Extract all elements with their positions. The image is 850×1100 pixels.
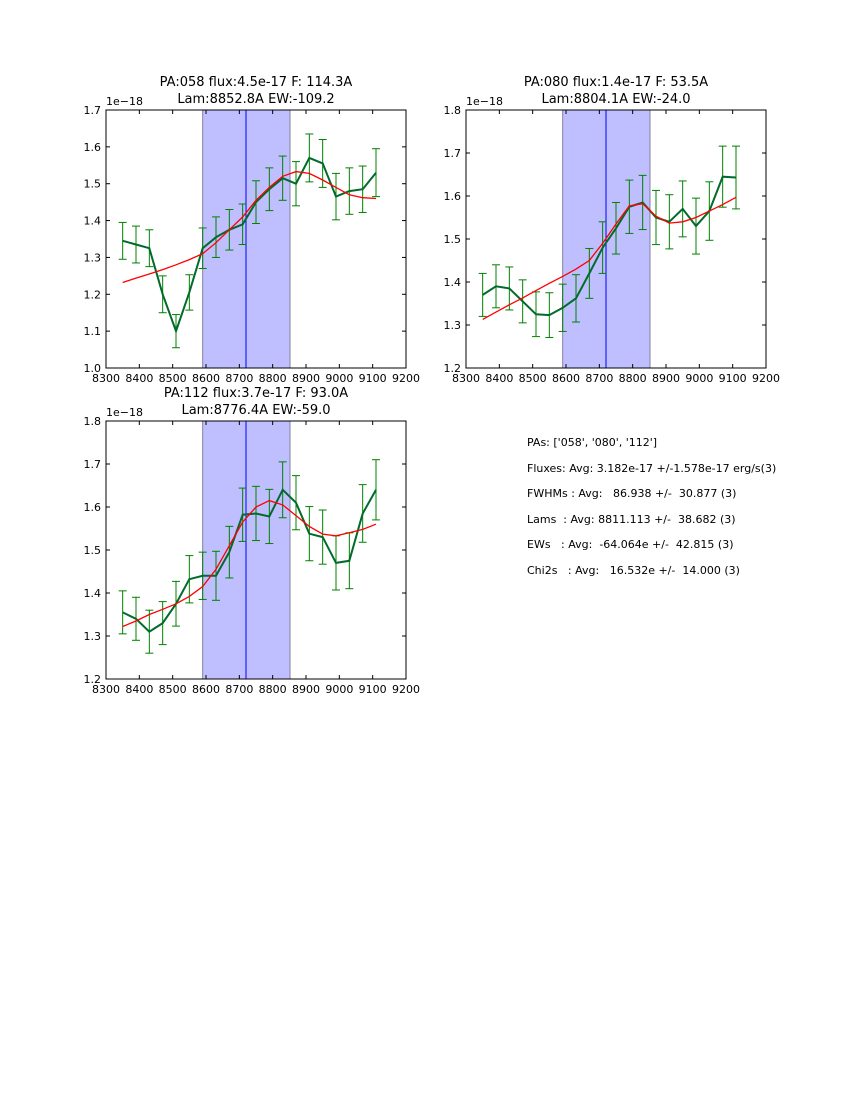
x-tick-label: 8900 bbox=[292, 372, 320, 385]
series-data bbox=[122, 156, 377, 335]
subplot-3: 8300 8400 8500 8600 8700 8800 8900 9000 9100 9200… bbox=[84, 386, 421, 696]
subplot-title-line1: PA:080 flux:1.4e-17 F: 53.5A bbox=[524, 75, 708, 90]
y-tick-label: 1.8 bbox=[84, 415, 102, 428]
y-tick-label: 1.4 bbox=[444, 276, 462, 289]
x-tick-label: 9100 bbox=[719, 372, 747, 385]
y-tick-label: 1.2 bbox=[84, 673, 102, 686]
x-tick-label: 9100 bbox=[359, 372, 387, 385]
y-tick-label: 1.3 bbox=[444, 319, 462, 332]
series-fit bbox=[122, 499, 377, 628]
x-tick-label: 8300 bbox=[92, 372, 120, 385]
x-tick-label: 8400 bbox=[485, 372, 513, 385]
y-tick-label: 1.3 bbox=[84, 251, 102, 264]
stats-lams: Lams : Avg: 8811.113 +/- 38.682 (3) bbox=[527, 512, 736, 526]
x-tick-label: 8500 bbox=[159, 683, 187, 696]
subplot-title-line2: Lam:8804.1A EW:-24.0 bbox=[541, 92, 690, 107]
x-tick-label: 8300 bbox=[92, 683, 120, 696]
y-tick-label: 1.7 bbox=[84, 458, 102, 471]
x-tick-label: 8400 bbox=[125, 372, 153, 385]
summary-stats: PAs: ['058', '080', '112'] Fluxes: Avg: … bbox=[527, 436, 776, 590]
y-offset-label: 1e−18 bbox=[466, 95, 503, 108]
x-tick-label: 9200 bbox=[392, 372, 420, 385]
y-tick-label: 1.5 bbox=[84, 544, 102, 557]
stats-fluxes: Fluxes: Avg: 3.182e-17 +/-1.578e-17 erg/… bbox=[527, 461, 777, 475]
x-tick-label: 8600 bbox=[192, 372, 220, 385]
stats-fwhms: FWHMs : Avg: 86.938 +/- 30.877 (3) bbox=[527, 487, 737, 501]
y-tick-label: 1.7 bbox=[444, 147, 462, 160]
x-tick-label: 8700 bbox=[225, 372, 253, 385]
stats-chi2s: Chi2s : Avg: 16.532e +/- 14.000 (3) bbox=[527, 563, 740, 577]
x-tick-label: 8700 bbox=[225, 683, 253, 696]
y-offset-label: 1e−18 bbox=[106, 95, 143, 108]
subplot-title-line2: Lam:8776.4A EW:-59.0 bbox=[181, 403, 330, 418]
x-tick-label: 8600 bbox=[552, 372, 580, 385]
y-tick-label: 1.7 bbox=[84, 104, 102, 117]
x-tick-label: 9000 bbox=[685, 372, 713, 385]
y-tick-label: 1.0 bbox=[84, 362, 102, 375]
x-tick-label: 9000 bbox=[325, 683, 353, 696]
subplot-2: 8300 8400 8500 8600 8700 8800 8900 9000 9100 9200… bbox=[444, 75, 781, 385]
series-fit bbox=[122, 170, 377, 284]
y-tick-label: 1.4 bbox=[84, 587, 102, 600]
subplot-title-line2: Lam:8852.8A EW:-109.2 bbox=[177, 92, 334, 107]
y-tick-label: 1.2 bbox=[444, 362, 462, 375]
y-tick-label: 1.2 bbox=[84, 288, 102, 301]
x-tick-label: 8400 bbox=[125, 683, 153, 696]
axes-frame bbox=[105, 109, 407, 369]
y-tick-label: 1.5 bbox=[444, 233, 462, 246]
y-tick-label: 1.5 bbox=[84, 178, 102, 191]
y-tick-label: 1.3 bbox=[84, 630, 102, 643]
x-tick-label: 8800 bbox=[259, 372, 287, 385]
error-bar bbox=[372, 148, 380, 198]
x-tick-label: 9200 bbox=[392, 683, 420, 696]
x-tick-label: 8700 bbox=[585, 372, 613, 385]
error-bar bbox=[118, 221, 127, 260]
subplot-title-line1: PA:112 flux:3.7e-17 F: 93.0A bbox=[164, 386, 348, 401]
y-tick-label: 1.8 bbox=[444, 104, 462, 117]
subplot-title-line1: PA:058 flux:4.5e-17 F: 114.3A bbox=[160, 75, 353, 90]
x-tick-label: 9100 bbox=[359, 683, 387, 696]
y-tick-label: 1.6 bbox=[84, 501, 102, 514]
stats-ews: EWs : Avg: -64.064e +/- 42.815 (3) bbox=[527, 538, 734, 552]
x-tick-label: 8800 bbox=[619, 372, 647, 385]
stats-pas: PAs: ['058', '080', '112'] bbox=[527, 436, 658, 449]
x-tick-label: 8900 bbox=[652, 372, 680, 385]
x-tick-label: 9200 bbox=[752, 372, 780, 385]
subplot-1: 8300 8400 8500 8600 8700 8800 8900 9000 9100 9200… bbox=[84, 75, 421, 385]
x-tick-label: 8900 bbox=[292, 683, 320, 696]
x-tick-label: 8800 bbox=[259, 683, 287, 696]
x-tick-label: 8300 bbox=[452, 372, 480, 385]
y-tick-label: 1.4 bbox=[84, 215, 102, 228]
y-tick-label: 1.1 bbox=[84, 325, 102, 338]
y-tick-label: 1.6 bbox=[444, 190, 462, 203]
error-bar bbox=[732, 145, 740, 210]
y-tick-label: 1.6 bbox=[84, 141, 102, 154]
series-fit bbox=[482, 196, 737, 320]
error-bar bbox=[478, 272, 487, 317]
x-tick-label: 8500 bbox=[519, 372, 547, 385]
x-tick-label: 9000 bbox=[325, 372, 353, 385]
x-tick-label: 8600 bbox=[192, 683, 220, 696]
error-bar bbox=[118, 590, 127, 635]
series-data bbox=[482, 175, 737, 317]
x-tick-label: 8500 bbox=[159, 372, 187, 385]
y-offset-label: 1e−18 bbox=[106, 406, 143, 419]
